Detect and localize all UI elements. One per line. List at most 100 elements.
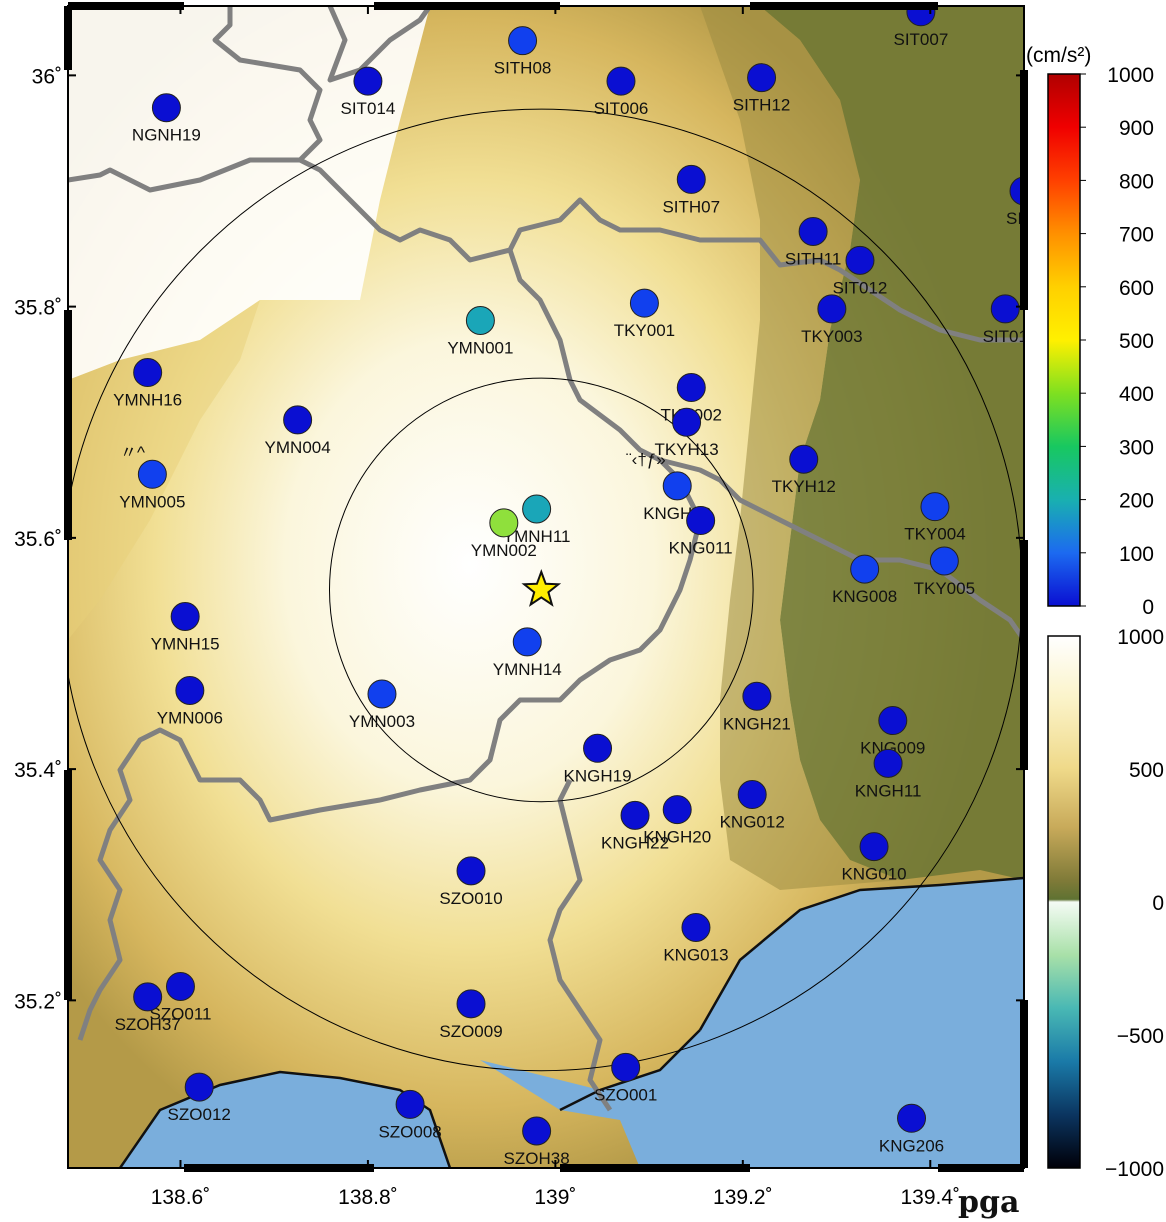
station-marker: YMNH14 xyxy=(493,627,562,679)
station-marker: SZOH38 xyxy=(504,1116,570,1168)
lat-tick-label: 35.6˚ xyxy=(14,528,62,551)
station-label: YMN002 xyxy=(471,541,537,560)
station-label: YMN006 xyxy=(157,708,223,727)
station-label: KNGH22 xyxy=(601,833,669,852)
station-marker: KNGH21 xyxy=(723,681,791,733)
pga-scale-label: 0 xyxy=(1142,596,1154,619)
station-label: NGNH19 xyxy=(132,126,201,145)
station-marker: YMN003 xyxy=(349,679,415,731)
elevation-scale-label: 1000 xyxy=(1117,626,1164,649)
station-dot xyxy=(465,305,495,335)
station-dot xyxy=(165,971,195,1001)
station-dot xyxy=(522,494,552,524)
station-label: KNG008 xyxy=(832,587,897,606)
station-label: TKYH12 xyxy=(772,477,836,496)
station-marker: KNGH19 xyxy=(564,733,632,785)
station-marker: SZO010 xyxy=(439,856,503,908)
station-dot xyxy=(662,795,692,825)
station-marker: KNGH20 xyxy=(643,795,711,847)
station-label: TKY001 xyxy=(614,321,675,340)
station-label: SITH07 xyxy=(662,197,720,216)
lat-tick-label: 35.4˚ xyxy=(14,759,62,782)
station-dot xyxy=(906,6,936,27)
station-dot xyxy=(133,358,163,388)
station-label: KNG013 xyxy=(663,946,728,965)
station-dot xyxy=(367,679,397,709)
place-label: 〃^ xyxy=(120,443,145,462)
station-dot xyxy=(929,546,959,576)
station-dot xyxy=(456,989,486,1019)
station-label: YMN005 xyxy=(119,492,185,511)
station-label: SIT012 xyxy=(833,278,888,297)
station-label: YMNH16 xyxy=(113,391,182,410)
station-dot xyxy=(508,26,538,56)
station-label: SZO001 xyxy=(594,1085,657,1104)
pga-scale-label: 500 xyxy=(1119,330,1154,353)
pga-scale-label: 400 xyxy=(1119,383,1154,406)
station-dot xyxy=(184,1072,214,1102)
pga-scale-label: 300 xyxy=(1119,436,1154,459)
station-marker: SITH07 xyxy=(662,164,720,216)
station-dot xyxy=(676,164,706,194)
station-marker: YMNH11 xyxy=(503,494,570,546)
station-dot xyxy=(170,601,200,631)
axis-labels: 138.6˚ 138.8˚ 139˚ 139.2˚ 139.4˚ 35.2˚ 35.4˚ 35… xyxy=(14,65,960,1209)
station-dot xyxy=(859,832,889,862)
station-dot xyxy=(583,733,613,763)
station-label: SIT007 xyxy=(893,30,948,49)
station-label: KNG012 xyxy=(720,813,785,832)
station-dot xyxy=(686,506,716,536)
station-marker: YMN001 xyxy=(447,305,513,357)
station-dot xyxy=(489,508,519,538)
station-marker: SIT01 xyxy=(983,294,1028,346)
place-label: ¨‹†ƒ» xyxy=(626,450,666,469)
pga-scale-label: 800 xyxy=(1119,170,1154,193)
station-marker: TKYH13 xyxy=(654,407,719,459)
station-label: SZOH38 xyxy=(504,1149,570,1168)
station-dot xyxy=(747,63,777,93)
station-label: SITH12 xyxy=(733,96,791,115)
station-marker: SIT006 xyxy=(594,66,648,118)
station-label: KNG010 xyxy=(841,865,906,884)
station-dot xyxy=(798,216,828,246)
station-label: TKY003 xyxy=(801,327,862,346)
station-layer: SIT007 SITH08 SIT014 SIT006 SITH12 NGNH19 SITH… xyxy=(113,6,1042,1168)
station-dot xyxy=(878,706,908,736)
epicenter-star-icon xyxy=(521,569,562,607)
station-dot xyxy=(175,675,205,705)
station-dot xyxy=(353,66,383,96)
station-dot xyxy=(606,66,636,96)
station-dot xyxy=(742,681,772,711)
station-marker: SZO001 xyxy=(594,1052,657,1104)
station-label: KNGH11 xyxy=(855,781,922,800)
pga-scale-label: 100 xyxy=(1119,543,1154,566)
station-marker: YMNH16 xyxy=(113,358,182,410)
station-label: SIT0 xyxy=(1006,209,1042,228)
station-marker: KNG010 xyxy=(841,832,907,884)
lon-tick-label: 138.8˚ xyxy=(338,1186,398,1209)
station-marker: SIT012 xyxy=(833,245,888,297)
station-marker: YMN004 xyxy=(265,405,331,457)
station-marker: KNGH22 xyxy=(601,800,669,852)
station-dot xyxy=(845,245,875,275)
station-label: KNG009 xyxy=(860,739,925,758)
station-dot xyxy=(620,800,650,830)
station-dot xyxy=(672,407,702,437)
station-label: SIT014 xyxy=(341,99,396,118)
station-dot xyxy=(522,1116,552,1146)
station-dot xyxy=(395,1089,425,1119)
station-marker: SZO008 xyxy=(378,1089,442,1141)
sagami-bay xyxy=(480,878,1024,1168)
station-marker: YMNH15 xyxy=(151,601,220,653)
station-dot xyxy=(897,1103,927,1133)
lon-tick-label: 138.6˚ xyxy=(151,1186,211,1209)
station-label: SIT01 xyxy=(983,327,1028,346)
station-dot xyxy=(737,780,767,810)
station-label: YMN001 xyxy=(447,338,513,357)
station-label: TKY005 xyxy=(914,579,975,598)
station-label: YMNH14 xyxy=(493,660,562,679)
station-label: TKYH13 xyxy=(654,440,718,459)
station-marker: KNG012 xyxy=(720,780,785,832)
elevation-colorbar: 1000 500 0 −500 −1000 xyxy=(1047,626,1164,1181)
